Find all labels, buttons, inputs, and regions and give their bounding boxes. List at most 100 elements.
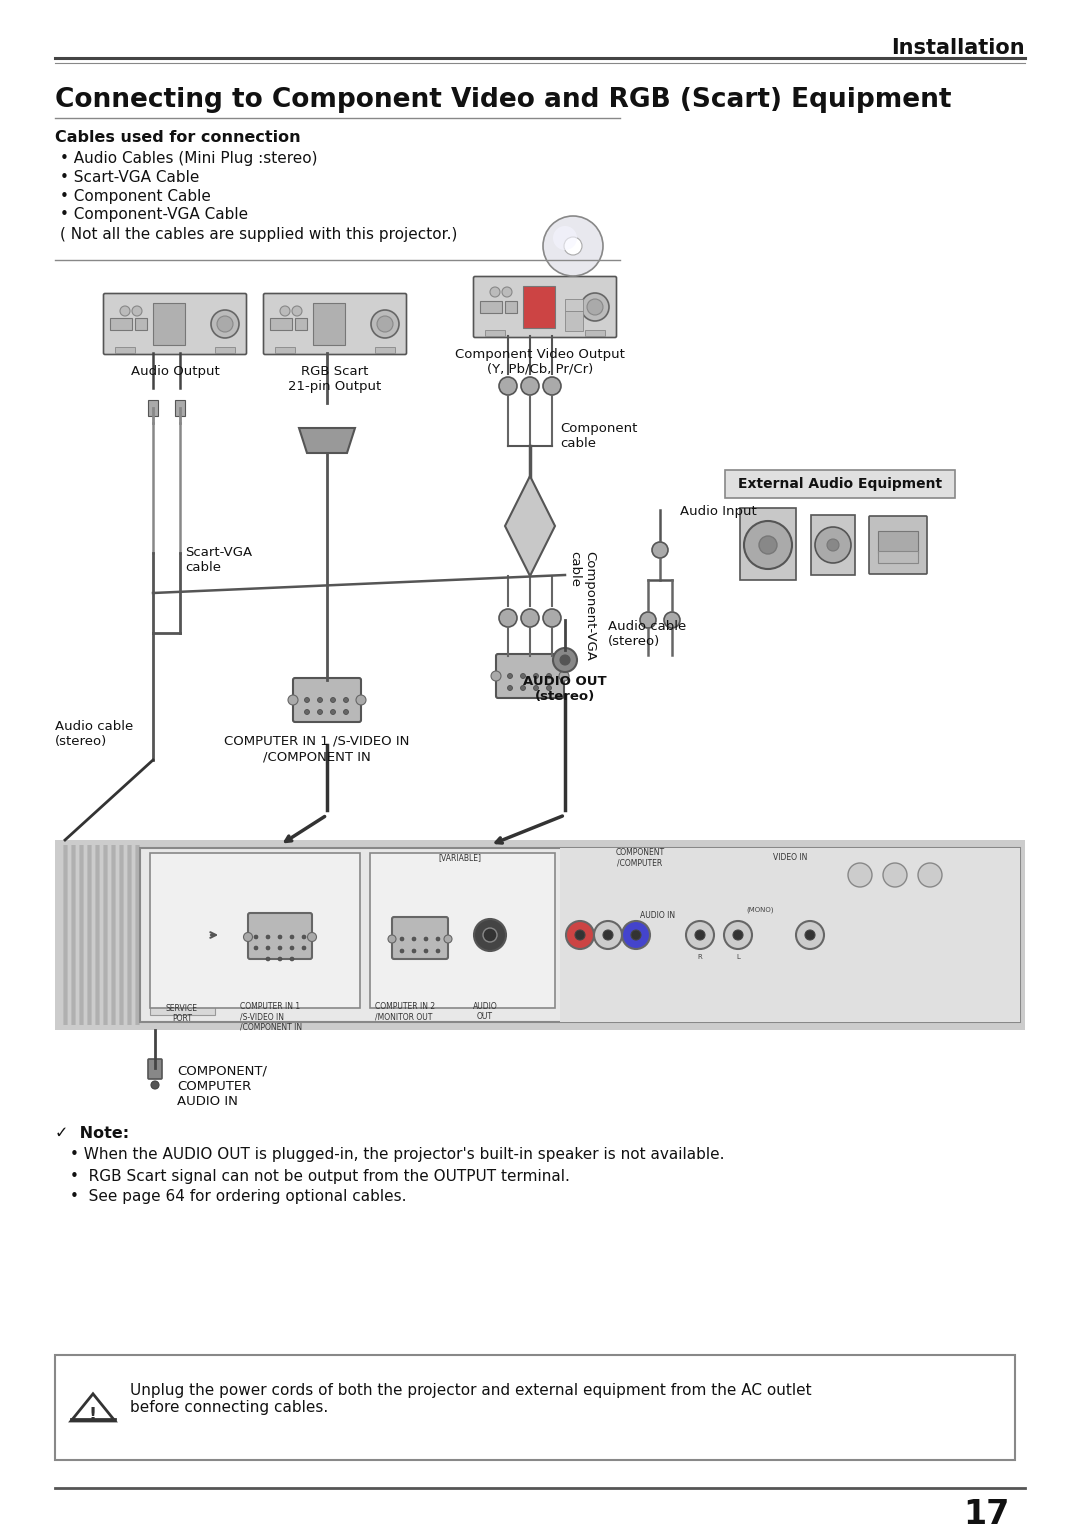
Circle shape (388, 935, 396, 944)
Text: Component-VGA
cable: Component-VGA cable (568, 552, 596, 660)
Circle shape (490, 286, 500, 297)
Text: COMPUTER IN 1
/S-VIDEO IN
/COMPONENT IN: COMPUTER IN 1 /S-VIDEO IN /COMPONENT IN (240, 1002, 302, 1031)
Circle shape (631, 930, 642, 941)
Bar (811, 515, 855, 574)
Bar (120, 846, 123, 1025)
Circle shape (499, 610, 517, 627)
Circle shape (132, 306, 141, 316)
Text: VIDEO IN: VIDEO IN (773, 853, 807, 863)
Bar (95, 846, 100, 1025)
Circle shape (696, 930, 705, 941)
FancyBboxPatch shape (248, 913, 312, 959)
Bar (480, 300, 502, 313)
Text: •  RGB Scart signal can not be output from the OUTPUT terminal.: • RGB Scart signal can not be output fro… (70, 1169, 570, 1184)
Bar (87, 846, 91, 1025)
Text: Audio Input: Audio Input (680, 506, 757, 518)
Bar (275, 348, 295, 352)
Bar (878, 552, 918, 562)
Bar (119, 846, 124, 1025)
Circle shape (436, 938, 440, 941)
Bar (135, 846, 140, 1025)
Circle shape (184, 942, 189, 947)
FancyBboxPatch shape (869, 516, 927, 574)
Bar (313, 303, 345, 345)
Bar (55, 1354, 1015, 1460)
Bar (140, 849, 1020, 1022)
Bar (150, 993, 215, 1016)
Bar (129, 846, 131, 1025)
Bar (79, 846, 84, 1025)
Circle shape (291, 945, 294, 950)
Circle shape (603, 930, 613, 941)
Circle shape (330, 697, 336, 703)
Circle shape (640, 611, 656, 628)
Circle shape (686, 921, 714, 948)
Circle shape (724, 921, 752, 948)
FancyBboxPatch shape (104, 294, 246, 354)
Text: RGB Scart
21-pin Output: RGB Scart 21-pin Output (288, 365, 381, 394)
Bar (87, 846, 92, 1025)
Circle shape (559, 671, 569, 682)
Circle shape (664, 611, 680, 628)
Text: Scart-VGA
cable: Scart-VGA cable (185, 545, 252, 574)
Circle shape (444, 935, 453, 944)
Bar (505, 300, 517, 313)
Circle shape (292, 306, 302, 316)
Circle shape (190, 939, 195, 945)
Bar (153, 303, 185, 345)
Circle shape (815, 527, 851, 562)
Text: AUDIO IN: AUDIO IN (640, 910, 675, 919)
Circle shape (588, 299, 603, 316)
Text: • Component-VGA Cable: • Component-VGA Cable (60, 207, 248, 222)
Circle shape (291, 935, 294, 939)
Circle shape (491, 671, 501, 682)
Circle shape (330, 709, 336, 714)
Circle shape (543, 610, 561, 627)
Bar (55, 840, 1025, 1030)
Circle shape (848, 863, 872, 887)
Text: Cables used for connection: Cables used for connection (55, 130, 300, 146)
Bar (725, 470, 955, 498)
Bar (72, 846, 75, 1025)
Circle shape (502, 286, 512, 297)
Circle shape (796, 921, 824, 948)
Circle shape (343, 709, 349, 714)
Circle shape (280, 306, 291, 316)
Circle shape (254, 945, 258, 950)
Circle shape (543, 377, 561, 395)
Circle shape (744, 521, 792, 568)
FancyBboxPatch shape (293, 679, 361, 722)
Circle shape (291, 958, 294, 961)
Circle shape (243, 933, 253, 942)
FancyBboxPatch shape (392, 918, 448, 959)
Text: Unplug the power cords of both the projector and external equipment from the AC : Unplug the power cords of both the proje… (130, 1383, 812, 1416)
Circle shape (622, 921, 650, 948)
Text: ( Not all the cables are supplied with this projector.): ( Not all the cables are supplied with t… (60, 227, 457, 242)
Text: COMPUTER IN 1 /S-VIDEO IN
/COMPONENT IN: COMPUTER IN 1 /S-VIDEO IN /COMPONENT IN (225, 735, 409, 763)
Circle shape (575, 930, 585, 941)
Circle shape (805, 930, 815, 941)
Bar (523, 286, 555, 328)
Text: ✓  Note:: ✓ Note: (55, 1126, 130, 1140)
Text: • Scart-VGA Cable: • Scart-VGA Cable (60, 170, 200, 184)
Bar (71, 846, 76, 1025)
Circle shape (883, 863, 907, 887)
Text: COMPUTER IN 2
/MONITOR OUT: COMPUTER IN 2 /MONITOR OUT (375, 1002, 435, 1022)
Bar (175, 400, 185, 417)
Circle shape (483, 928, 497, 942)
Text: COMPONENT/
COMPUTER
AUDIO IN: COMPONENT/ COMPUTER AUDIO IN (177, 1065, 267, 1108)
Circle shape (553, 648, 577, 673)
Circle shape (759, 536, 777, 555)
Text: COMPONENT
/COMPUTER: COMPONENT /COMPUTER (616, 849, 664, 867)
Circle shape (176, 925, 181, 930)
Circle shape (546, 685, 552, 691)
Circle shape (733, 930, 743, 941)
Circle shape (318, 709, 323, 714)
Circle shape (543, 216, 603, 276)
Bar (64, 846, 67, 1025)
Circle shape (162, 912, 210, 959)
Circle shape (217, 316, 233, 332)
Text: Component Video Output
(Y, Pb/Cb, Pr/Cr): Component Video Output (Y, Pb/Cb, Pr/Cr) (455, 348, 625, 375)
Circle shape (424, 938, 428, 941)
Bar (103, 846, 108, 1025)
